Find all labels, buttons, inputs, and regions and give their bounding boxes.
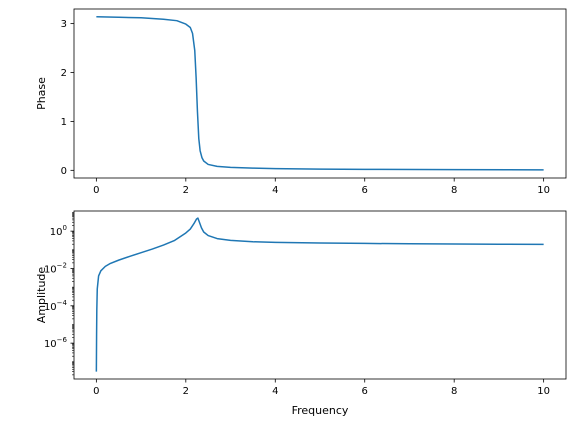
axes-frame	[73, 8, 567, 179]
x-tick-label: 2	[183, 185, 189, 196]
x-axis-label: Frequency	[292, 404, 349, 417]
y-tick-label: 1	[61, 117, 67, 128]
x-tick-label: 10	[537, 386, 550, 397]
y-tick-label: 0	[61, 166, 67, 177]
x-tick-label: 4	[272, 185, 278, 196]
x-tick-label: 8	[451, 386, 457, 397]
x-tick-label: 0	[93, 386, 99, 397]
data-line	[96, 16, 544, 171]
y-tick-label: 10−2	[44, 261, 67, 275]
x-tick-label: 10	[537, 185, 550, 196]
y-axis-label: Amplitude	[35, 267, 48, 324]
amplitude-subplot: 0 2 4 6 8 10 10−6 10−4 10−2 100 Amplitude Frequency	[35, 210, 567, 417]
x-tick-label: 8	[451, 185, 457, 196]
y-tick-label: 10−4	[44, 299, 68, 313]
y-tick-label: 3	[61, 19, 67, 30]
y-tick-label: 2	[61, 68, 67, 79]
data-line	[95, 217, 544, 372]
y-tick-label: 10−6	[44, 336, 68, 350]
axes-frame	[73, 210, 567, 380]
x-tick-label: 6	[362, 185, 368, 196]
phase-subplot: 0 2 4 6 8 10 0 1 2 3 Phase	[35, 8, 567, 196]
y-tick-label: 100	[50, 224, 67, 238]
y-axis-label: Phase	[35, 77, 48, 110]
x-tick-label: 6	[362, 386, 368, 397]
x-tick-label: 0	[93, 185, 99, 196]
x-tick-label: 2	[183, 386, 189, 397]
x-tick-label: 4	[272, 386, 278, 397]
